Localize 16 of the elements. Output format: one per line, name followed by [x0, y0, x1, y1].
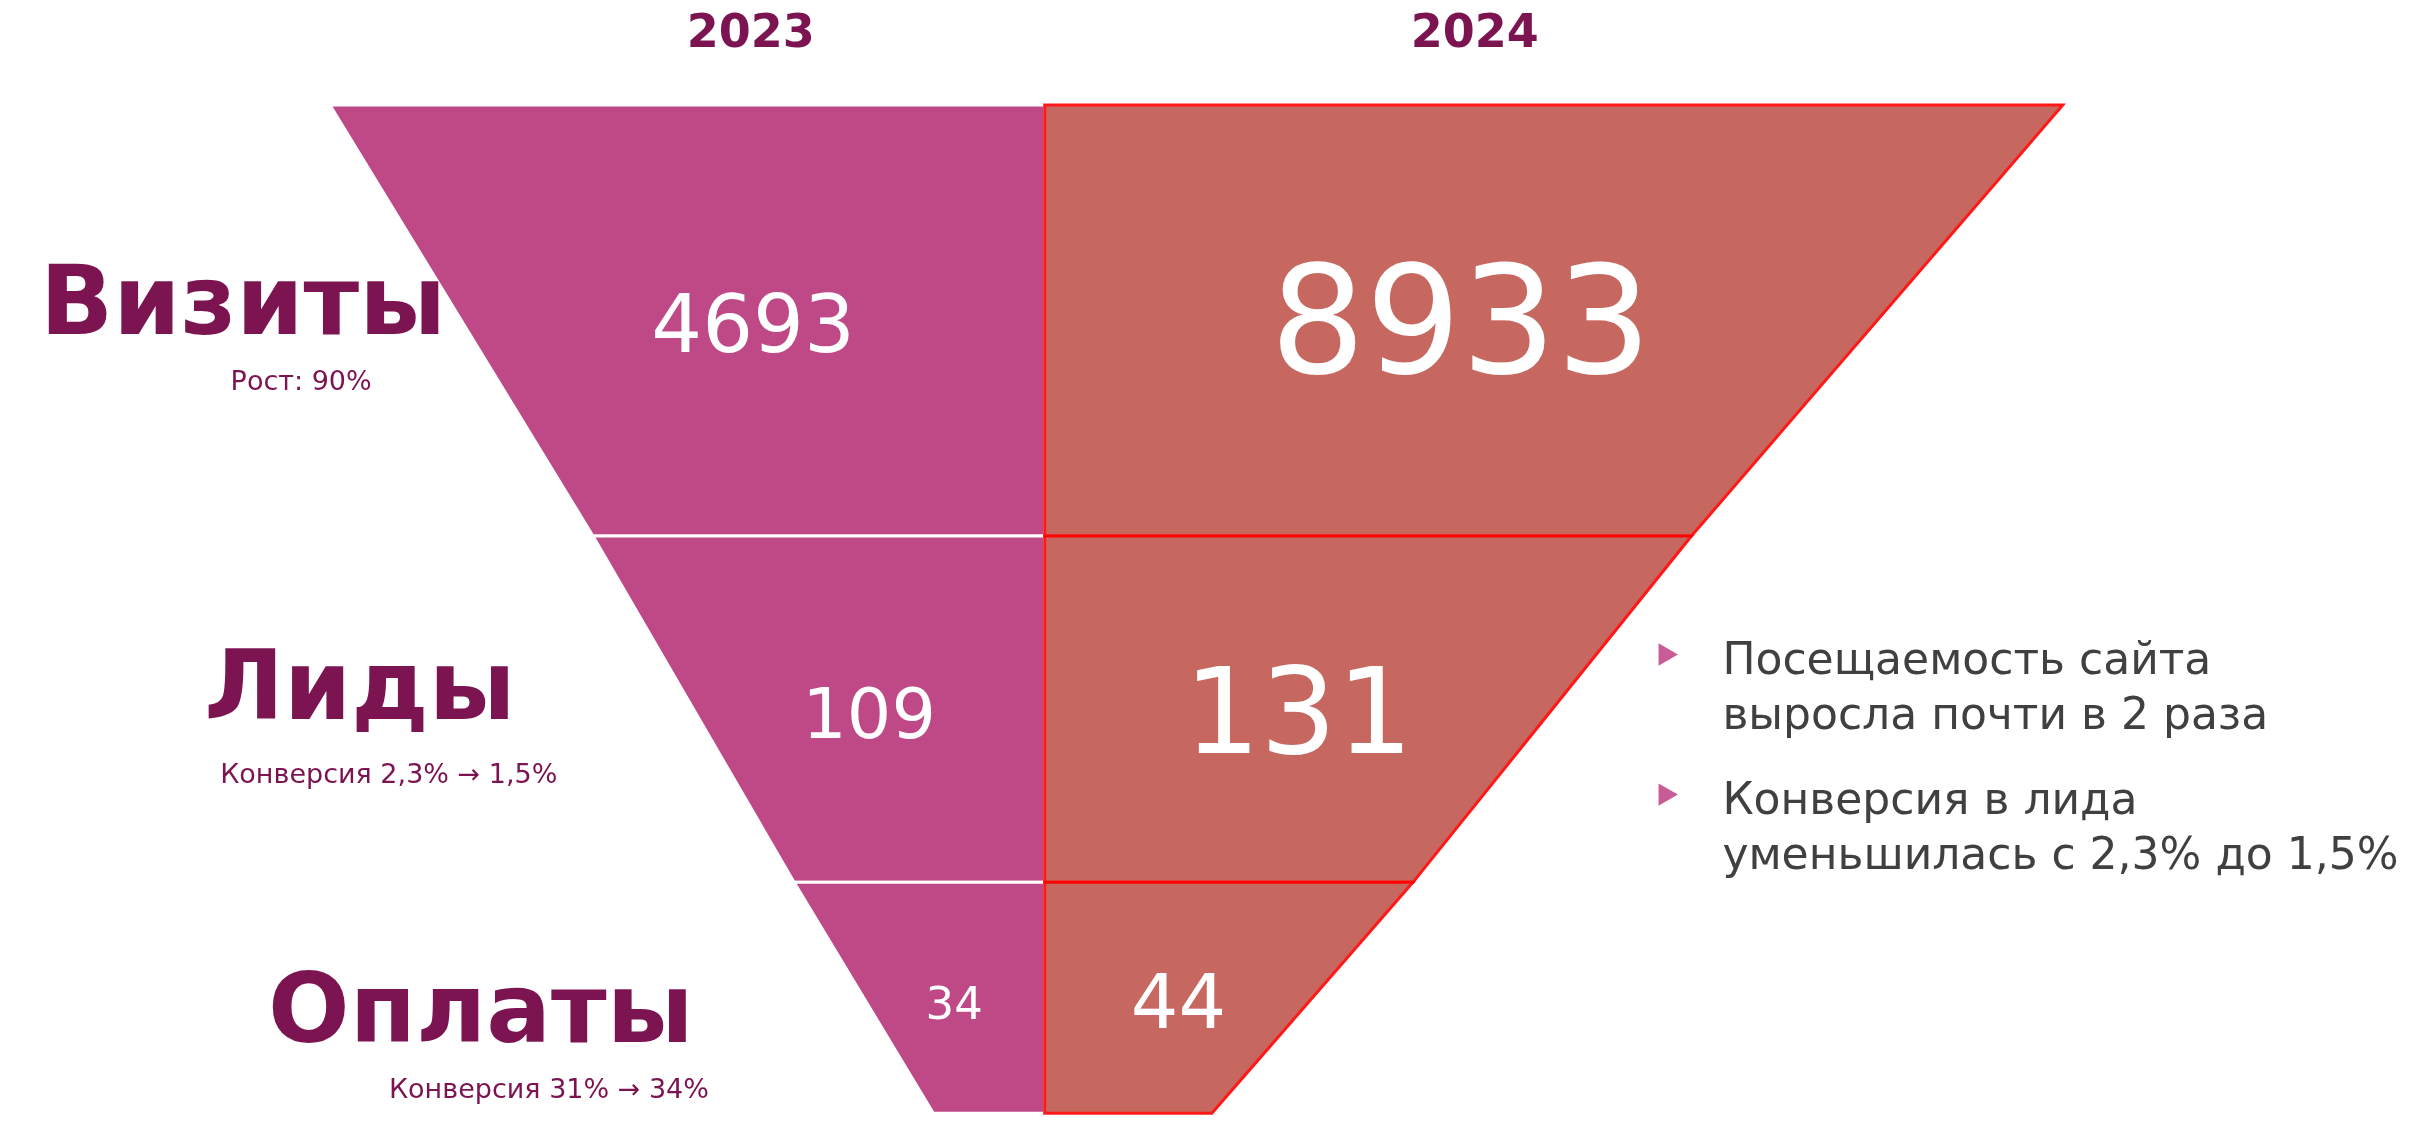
data-label: 109 [802, 672, 936, 755]
text: Конверсия 31% → 34% [388, 1073, 709, 1105]
data-label: 4693 [651, 278, 855, 372]
text: Конверсия в лида уменьшилась с 2,3% до 1,5% [1722, 773, 2399, 880]
data-label: 44 [1130, 958, 1227, 1047]
category-label: Оплаты [268, 953, 694, 1066]
text: Конверсия 2,3% → 1,5% [220, 757, 558, 789]
series-label: 2024 [1410, 3, 1539, 58]
text: Рост: 90% [230, 365, 372, 397]
category-label: Визиты [40, 245, 446, 358]
data-label: 131 [1183, 641, 1413, 781]
text: Посещаемость сайта выросла почти в 2 раза [1722, 633, 2269, 740]
data-label: 34 [925, 977, 983, 1031]
data-label: 8933 [1270, 234, 1652, 409]
series-label: 2023 [686, 3, 815, 58]
category-label: Лиды [204, 629, 516, 742]
